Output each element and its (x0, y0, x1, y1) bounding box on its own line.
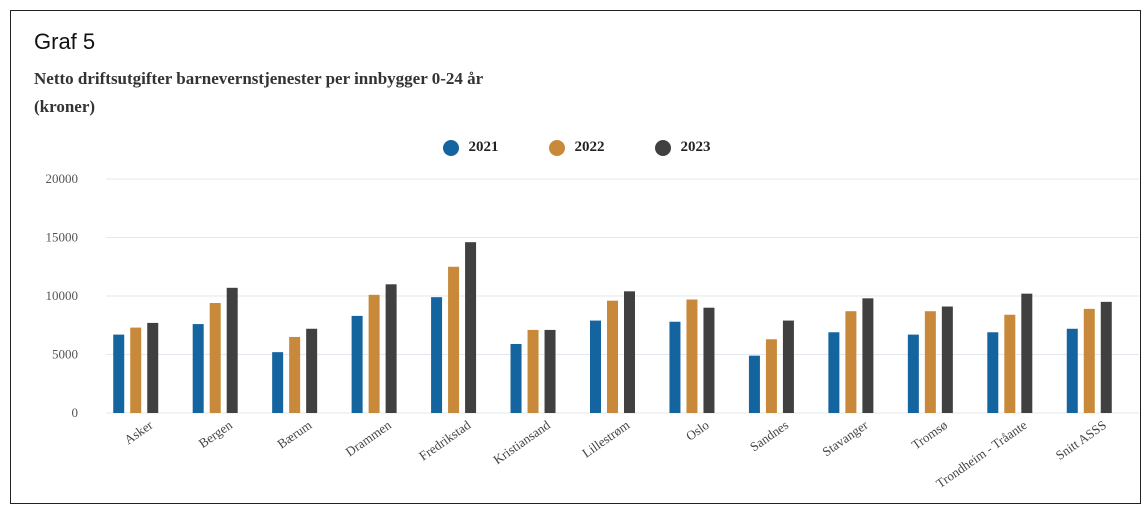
bar-2023-3 (385, 284, 397, 413)
bar-2022-2 (289, 336, 301, 413)
legend-item-2022: 2022 (548, 139, 605, 156)
bar-2023-4 (465, 242, 477, 413)
bar-2022-7 (686, 299, 698, 413)
legend-label-2022: 2022 (574, 139, 605, 155)
bar-2023-12 (1100, 301, 1112, 413)
x-category-label-5: Kristiansand (490, 417, 553, 467)
bar-2022-12 (1083, 308, 1095, 413)
bar-2021-2 (272, 352, 284, 413)
x-category-label-3: Drammen (343, 417, 395, 459)
bar-2021-12 (1066, 328, 1078, 413)
legend-swatch-2021 (442, 139, 459, 156)
bar-2022-1 (209, 303, 221, 413)
bar-2021-11 (987, 332, 999, 413)
x-category-label-6: Lillestrøm (579, 417, 632, 460)
legend-swatch-2023 (654, 139, 671, 156)
bar-2023-2 (306, 328, 318, 413)
bar-2021-5 (510, 343, 522, 413)
bar-chart: 0 5000 10000 15000 20000 Asker Bergen Bærum Dram… (46, 171, 1139, 491)
bar-2022-3 (368, 294, 380, 413)
legend-item-2021: 2021 (442, 139, 499, 156)
bar-2021-7 (669, 321, 681, 413)
bar-2022-10 (924, 311, 936, 413)
bar-2021-9 (828, 332, 840, 413)
bar-2023-8 (782, 320, 794, 413)
bar-2022-9 (845, 311, 857, 413)
bar-2022-6 (607, 300, 618, 413)
chart-frame: Graf 5 Netto driftsutgifter barnevernstj… (10, 10, 1141, 504)
bar-2021-8 (748, 355, 760, 413)
bar-2023-9 (862, 298, 874, 413)
x-category-label-8: Sandnes (747, 417, 791, 454)
legend-label-2021: 2021 (468, 139, 499, 155)
bar-2021-3 (351, 315, 363, 413)
y-tick-label-5000: 5000 (52, 347, 78, 362)
x-category-label-12: Snitt ASSS (1053, 417, 1109, 463)
bar-2022-0 (130, 327, 142, 413)
x-category-label-10: Tromsø (909, 417, 951, 453)
bar-2022-5 (527, 329, 539, 413)
bar-2021-0 (113, 334, 125, 413)
chart-legend: 2021 2022 2023 (11, 139, 1140, 156)
chart-title-line-2: (kroner) (34, 97, 96, 116)
x-category-label-7: Oslo (683, 417, 712, 443)
bar-2021-6 (590, 320, 601, 413)
x-category-label-4: Fredrikstad (416, 417, 474, 464)
x-category-label-9: Stavanger (819, 417, 871, 459)
bar-2023-11 (1021, 293, 1033, 413)
bar-2021-1 (192, 324, 204, 413)
y-tick-label-0: 0 (72, 405, 79, 420)
y-tick-label-10000: 10000 (46, 288, 79, 303)
chart-title-line-1: Netto driftsutgifter barnevernstjenester… (34, 69, 484, 88)
legend-label-2023: 2023 (680, 139, 711, 155)
bar-2023-0 (147, 322, 159, 413)
bar-2022-8 (765, 339, 777, 413)
x-category-label-1: Bergen (196, 417, 236, 451)
bar-2021-10 (907, 334, 919, 413)
bar-2021-4 (431, 297, 443, 413)
bar-2023-6 (624, 291, 635, 413)
bar-2023-7 (703, 307, 715, 413)
bar-2023-10 (941, 306, 953, 413)
bar-2022-4 (448, 266, 460, 413)
y-tick-label-20000: 20000 (46, 171, 79, 186)
bar-2023-5 (544, 329, 556, 413)
legend-swatch-2022 (548, 139, 565, 156)
legend-item-2023: 2023 (654, 139, 711, 156)
bar-2022-11 (1004, 314, 1016, 413)
bar-2023-1 (226, 287, 238, 413)
y-tick-label-15000: 15000 (46, 230, 79, 245)
x-category-label-2: Bærum (274, 417, 314, 451)
x-category-label-0: Asker (121, 417, 156, 447)
graph-number-label: Graf 5 (34, 29, 96, 54)
